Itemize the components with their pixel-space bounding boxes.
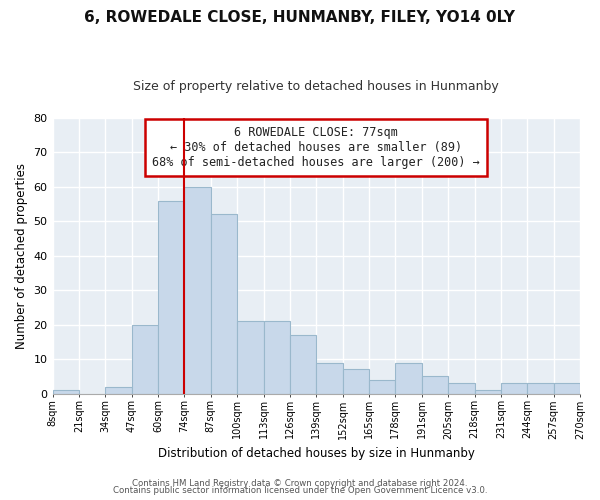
Text: Contains HM Land Registry data © Crown copyright and database right 2024.: Contains HM Land Registry data © Crown c…	[132, 478, 468, 488]
Bar	[554, 384, 580, 394]
Bar	[448, 384, 475, 394]
Text: 6, ROWEDALE CLOSE, HUNMANBY, FILEY, YO14 0LY: 6, ROWEDALE CLOSE, HUNMANBY, FILEY, YO14…	[85, 10, 515, 25]
Bar	[105, 386, 131, 394]
Text: Contains public sector information licensed under the Open Government Licence v3: Contains public sector information licen…	[113, 486, 487, 495]
Bar	[131, 324, 158, 394]
Bar	[158, 200, 184, 394]
Y-axis label: Number of detached properties: Number of detached properties	[15, 162, 28, 348]
Bar	[53, 390, 79, 394]
Bar	[211, 214, 237, 394]
Bar	[475, 390, 501, 394]
Bar	[290, 335, 316, 394]
Bar	[237, 321, 263, 394]
Bar	[316, 362, 343, 394]
Bar	[422, 376, 448, 394]
Bar	[369, 380, 395, 394]
Bar	[527, 384, 554, 394]
X-axis label: Distribution of detached houses by size in Hunmanby: Distribution of detached houses by size …	[158, 447, 475, 460]
Text: 6 ROWEDALE CLOSE: 77sqm
← 30% of detached houses are smaller (89)
68% of semi-de: 6 ROWEDALE CLOSE: 77sqm ← 30% of detache…	[152, 126, 480, 169]
Bar	[501, 384, 527, 394]
Bar	[343, 370, 369, 394]
Title: Size of property relative to detached houses in Hunmanby: Size of property relative to detached ho…	[133, 80, 499, 93]
Bar	[395, 362, 422, 394]
Bar	[263, 321, 290, 394]
Bar	[184, 186, 211, 394]
